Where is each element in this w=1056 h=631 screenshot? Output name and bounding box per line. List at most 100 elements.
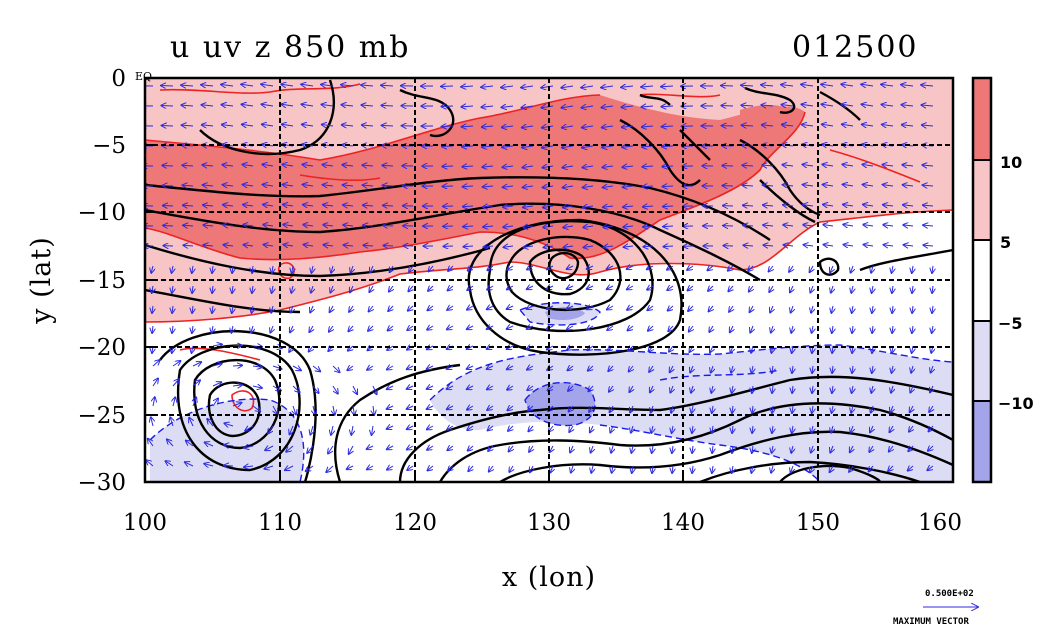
wind-vector [732,445,733,453]
wind-vector [802,165,814,167]
wind-vector [812,385,813,393]
wind-vector [568,386,573,391]
wind-vector [710,345,713,352]
wind-vector [872,285,873,293]
wind-vector [567,306,574,309]
wind-vector [461,106,474,107]
wind-vector [522,106,534,108]
wind-vector [647,286,654,290]
wind-vector [243,225,254,226]
wind-vector [712,425,713,433]
wind-vector [583,186,594,188]
wind-vector [252,265,253,273]
wind-vector [909,425,913,432]
wind-vector [561,86,574,88]
wind-vector [523,186,534,187]
wind-vector [163,186,174,187]
wind-vector [292,385,300,392]
wind-vector [303,225,314,226]
colorbar-swatch [973,160,991,240]
wind-vector [172,325,173,333]
wind-vector [152,305,153,313]
wind-vector [587,346,594,350]
wind-vector [892,365,894,373]
wind-vector [507,306,514,309]
wind-vector [447,386,454,389]
wind-vector [587,306,594,309]
wind-vector [688,286,693,290]
wind-vector [212,364,222,366]
wind-vector [370,265,373,272]
wind-vector [528,426,533,431]
wind-vector [792,365,793,373]
wind-vector [931,365,933,373]
wind-vector [667,286,674,290]
wind-vector [207,419,214,427]
wind-vector [712,405,713,413]
wind-vector [602,106,614,108]
wind-vector [368,326,373,331]
wind-vector [571,465,573,473]
wind-vector [322,165,334,166]
wind-vector [912,265,913,273]
map-plot-area [145,78,953,482]
wind-vector [192,305,193,313]
wind-vector [668,306,673,311]
wind-vector [652,445,653,453]
wind-vector [851,285,853,293]
wind-vector [643,206,654,207]
colorbar-swatch [973,78,991,160]
wind-vector [467,386,474,389]
wind-vector [928,446,933,451]
wind-vector [326,465,334,472]
wind-vector [332,365,340,372]
wind-vector [483,206,494,207]
wind-vector [467,366,474,369]
wind-vector [351,265,353,273]
wind-vector [343,205,354,206]
wind-vector [744,245,754,246]
wind-vector [629,365,633,372]
wind-vector [669,345,673,352]
wind-vector [362,105,374,106]
wind-vector [562,166,574,168]
wind-vector [489,465,493,472]
wind-vector [170,417,173,427]
x-axis-label: x (lon) [502,562,596,593]
wind-vector [823,205,834,207]
wind-vector [507,386,514,390]
wind-vector [311,265,313,273]
wind-vector [383,226,394,227]
wind-vector [501,86,514,88]
wind-vector [810,265,813,272]
wind-vector [527,306,534,309]
wind-vector [812,365,813,373]
wind-vector [292,265,293,273]
wind-vector [192,362,201,366]
y-tick-label: 0 [111,66,126,92]
wind-vector [864,245,874,246]
wind-vector [441,106,454,107]
wind-vector [427,366,434,369]
wind-vector [590,425,593,432]
wind-vector [810,285,813,293]
wind-vector [509,465,513,472]
wind-vector [692,445,693,453]
wind-vector [483,186,494,187]
wind-vector [642,146,654,147]
wind-vector [244,245,254,246]
wind-vector [244,446,254,448]
x-tick-label: 140 [661,510,705,536]
wind-vector [810,465,813,472]
wind-vector [182,165,194,166]
wind-vector [663,186,674,187]
wind-vector [223,205,234,206]
wind-vector [387,406,394,409]
wind-vector [204,245,214,246]
wind-vector [670,385,673,393]
wind-vector [667,266,674,270]
wind-vector [869,445,873,452]
wind-vector [663,226,674,227]
y-tick-label: −20 [77,335,126,361]
wind-vector [783,205,794,206]
